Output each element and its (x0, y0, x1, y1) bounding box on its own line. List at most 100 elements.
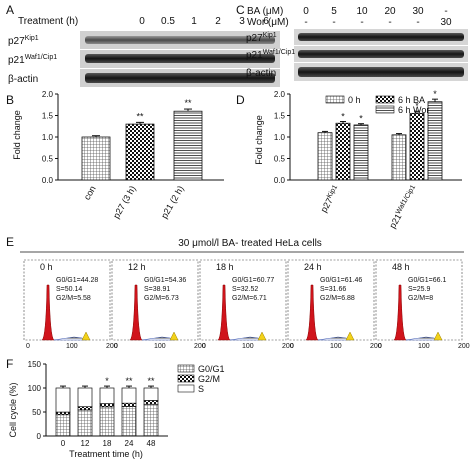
histogram-frame (111, 259, 199, 341)
row-label-actin-c: β-actin (246, 68, 276, 79)
legend-label: G2/M (198, 374, 220, 384)
histogram-frame (375, 259, 463, 341)
histogram-axis-tick: 200 (282, 343, 294, 350)
stacked-segment (55, 387, 71, 413)
panel-e-title: 30 μmol/l BA- treated HeLa cells (178, 238, 322, 249)
significance-mark: * (105, 376, 109, 386)
stacked-segment (99, 403, 115, 408)
blot-bands-c (298, 33, 464, 77)
cycle-stat: G0/G1=44.28 (56, 277, 98, 284)
panel-label-c: C (236, 3, 245, 17)
ytick-label: 2.0 (42, 90, 54, 99)
histogram-axis-tick: 100 (242, 343, 254, 350)
significance-mark: * (359, 114, 363, 124)
significance-mark: ** (147, 376, 155, 386)
bar (173, 110, 203, 181)
row-label-p21-c: p21Waf1/Cip1 (246, 49, 295, 61)
ytick-label: 150 (28, 360, 42, 369)
legend-swatch (375, 95, 395, 104)
xtick-label-f: 0 (61, 439, 66, 448)
wor-value: - (360, 17, 363, 28)
ytick-label: 1.5 (274, 112, 286, 121)
stacked-segment (55, 414, 71, 437)
wor-header: Wor (μM) (247, 17, 289, 28)
histogram-frame (287, 259, 375, 341)
stacked-segment (143, 403, 159, 437)
stacked-segment (77, 387, 93, 408)
legend-label: G0/G1 (198, 364, 225, 374)
legend-swatch (375, 105, 395, 114)
xlabels-d: p27Kip1 p21Waf1/Cip1 (319, 184, 419, 230)
histogram-panel: 48 h G0/G1=66.1 S=25.9 G2/M=8 0 100 200 (375, 259, 470, 350)
cycle-stat: G0/G1=61.46 (320, 277, 362, 284)
ytick-label: 2.0 (274, 90, 286, 99)
ytick-label: 50 (32, 408, 41, 417)
histogram-frame (23, 259, 111, 341)
xtick-label-b: con (82, 184, 98, 202)
yticks-f: 0 50 100 150 (28, 360, 46, 441)
ylabel-b: Fold change (12, 110, 22, 160)
bars-f: 0 12 * 18 ** 24 ** 48 (55, 376, 159, 448)
xtick-label-f: 18 (103, 439, 112, 448)
histogram-axis-tick: 0 (290, 343, 294, 350)
ba-value: 30 (412, 6, 424, 17)
bar (409, 112, 425, 181)
timepoint-label: 18 h (216, 262, 234, 272)
histogram-axis-tick: 0 (378, 343, 382, 350)
timepoint-label: 0 h (40, 262, 53, 272)
ytick-label: 100 (28, 384, 42, 393)
cycle-stat: G2/M=8 (408, 295, 433, 302)
wor-value: - (332, 17, 335, 28)
bar (353, 124, 369, 181)
significance-mark: ** (184, 98, 192, 108)
wor-values: - - - - - 30 (304, 17, 452, 28)
g2m-peak (169, 331, 179, 341)
ba-value: 0 (303, 6, 309, 17)
ytick-label: 0.5 (42, 155, 54, 164)
cycle-stat: G0/G1=66.1 (408, 277, 446, 284)
legend-f: G0/G1 G2/M S (177, 364, 225, 394)
ba-value: 20 (384, 6, 396, 17)
bar (81, 136, 111, 181)
cycle-stat: G2/M=5.58 (56, 295, 91, 302)
ba-value: 5 (331, 6, 337, 17)
wor-value: - (388, 17, 391, 28)
histogram-axis-tick: 100 (418, 343, 430, 350)
histogram-panel: 24 h G0/G1=61.46 S=31.66 G2/M=6.88 0 100 200 (287, 259, 382, 350)
s-phase-region (141, 336, 175, 341)
bars-d: * * * * (317, 89, 443, 181)
stacked-segment (55, 411, 71, 416)
histogram-axis-tick: 0 (114, 343, 118, 350)
g2m-peak (433, 331, 443, 341)
row-label-p21-a: p21Waf1/Cip1 (8, 54, 57, 66)
histogram-axis-tick: 200 (106, 343, 118, 350)
ylabel-f: Cell cycle (%) (8, 382, 18, 437)
stacked-segment (121, 402, 137, 407)
ylabel-d: Fold change (254, 115, 264, 165)
ytick-label: 0.0 (42, 176, 54, 185)
cycle-stat: S=32.52 (232, 286, 258, 293)
legend-label: 6 h BA (398, 95, 425, 105)
panel-label-a: A (6, 3, 14, 17)
cycle-stat: G0/G1=54.36 (144, 277, 186, 284)
timepoint-label: 2 (215, 16, 221, 27)
s-phase-region (405, 336, 439, 341)
xtick-label-d: p21Waf1/Cip1 (387, 184, 419, 230)
cycle-stat: S=25.9 (408, 286, 430, 293)
cycle-stat: G0/G1=60.77 (232, 277, 274, 284)
histogram-axis-tick: 0 (202, 343, 206, 350)
legend-swatch (177, 384, 195, 393)
stacked-segment (77, 406, 93, 411)
row-label-p27-a: p27Kip1 (8, 35, 39, 47)
g2m-peak (81, 331, 91, 341)
yticks-d: 0.0 0.5 1.0 1.5 2.0 (274, 90, 290, 185)
bar (391, 134, 407, 181)
panel-e: E 30 μmol/l BA- treated HeLa cells 0 hG0… (6, 235, 470, 350)
legend-d: 0 h 6 h BA 6 h Wor (325, 95, 429, 115)
xtick-label-f: 48 (147, 439, 156, 448)
xlabels-b: con p27 (3 h) p21 (2 h) (82, 184, 186, 220)
significance-mark: * (341, 112, 345, 122)
stacked-segment (77, 409, 93, 437)
